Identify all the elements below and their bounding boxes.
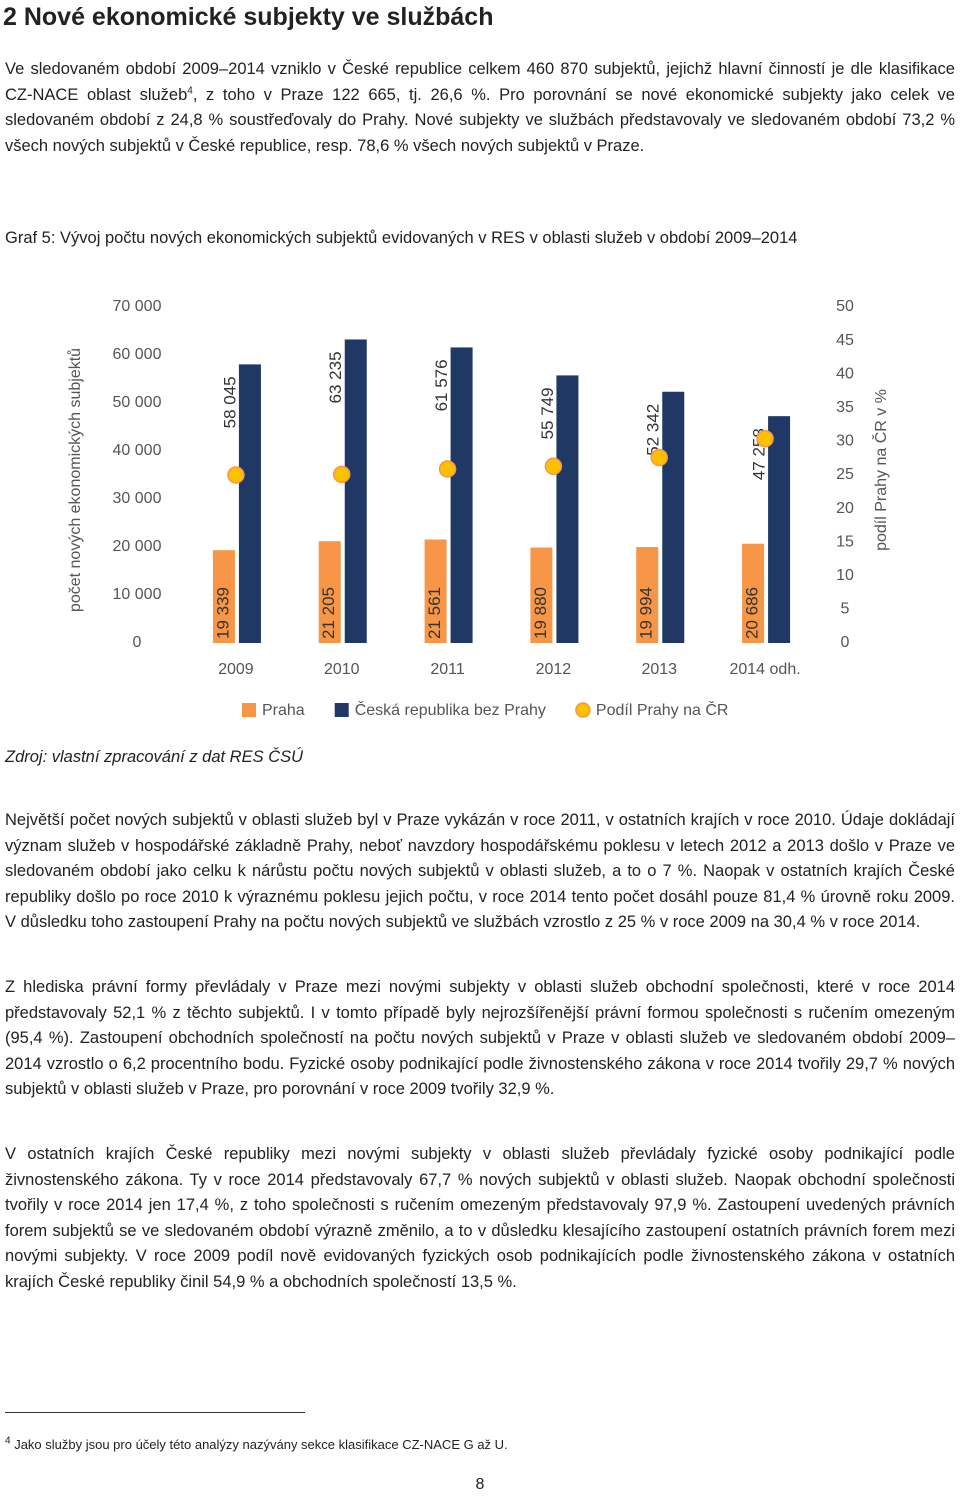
- value-label: 19 339: [213, 587, 232, 639]
- y2-tick-label: 45: [836, 332, 854, 349]
- paragraph: Ve sledovaném období 2009–2014 vzniklo v…: [5, 57, 955, 159]
- bar: [530, 547, 553, 643]
- footnote-ref: 4: [187, 85, 193, 96]
- y2-tick-label: 15: [836, 533, 854, 550]
- y-tick-label: 0: [133, 634, 142, 651]
- y2-tick-label: 30: [836, 433, 854, 450]
- legend-marker: [334, 703, 349, 717]
- paragraph: V ostatních krajích České republiky mezi…: [5, 1145, 955, 1291]
- x-tick-label: 2014 odh.: [729, 661, 800, 678]
- footnote-number: 4: [5, 1435, 11, 1447]
- heading: 2 Nové ekonomické subjekty ve službách: [3, 3, 494, 31]
- bar: [768, 416, 791, 643]
- legend-marker: [575, 702, 591, 718]
- x-tick-label: 2013: [641, 661, 677, 678]
- bar: [318, 541, 341, 643]
- page-number: 8: [475, 1476, 485, 1493]
- x-tick-label: 2011: [430, 661, 465, 678]
- value-label: 58 045: [220, 376, 239, 428]
- footnote-text: Jako služby jsou pro účely této analýzy …: [14, 1437, 508, 1452]
- x-tick-label: 2012: [536, 661, 572, 678]
- share-dot: [650, 448, 668, 467]
- bar: [742, 543, 765, 643]
- y2-tick-label: 35: [836, 399, 854, 416]
- legend-label: Česká republika bez Prahy: [355, 700, 546, 719]
- bar: [238, 364, 261, 643]
- paragraph: Největší počet nových subjektů v oblasti…: [5, 811, 955, 931]
- y-tick-label: 40 000: [113, 442, 162, 459]
- value-label: 21 205: [319, 587, 338, 639]
- source: Zdroj: vlastní zpracování z dat RES ČSÚ: [5, 748, 304, 766]
- y2-tick-label: 10: [836, 567, 854, 584]
- bar: [212, 550, 235, 643]
- share-dot: [333, 465, 351, 484]
- share-dot: [756, 429, 774, 448]
- y2-tick-label: 0: [841, 634, 850, 651]
- value-label: 52 342: [644, 404, 663, 456]
- text: Ve sledovaném období 2009–2014 vzniklo v…: [5, 60, 955, 104]
- bar: [424, 539, 447, 643]
- bar: [344, 339, 367, 643]
- y-tick-label: 70 000: [113, 298, 162, 315]
- chart: 0 10 000 20 000 30 000 40 000 50 000 60 000 70 …: [66, 298, 890, 719]
- share-dot: [544, 457, 563, 476]
- y-axis-title: počet nových ekonomických subjektů: [66, 348, 84, 612]
- y-tick-label: 10 000: [113, 586, 162, 603]
- legend-label: Podíl Prahy na ČR: [596, 700, 729, 719]
- y2-tick-label: 50: [836, 298, 854, 315]
- value-label: 21 561: [425, 587, 444, 639]
- bar: [556, 375, 579, 643]
- y2-axis-title: podíl Prahy na ČR v %: [871, 389, 890, 551]
- bar: [450, 347, 473, 643]
- legend-label: Praha: [262, 702, 305, 719]
- paragraph: Z hlediska právní formy převládaly v Pra…: [5, 978, 955, 1098]
- footnote-rule: [5, 1412, 305, 1413]
- y2-tick-label: 5: [841, 601, 850, 618]
- value-label: 63 235: [326, 351, 345, 403]
- y2-tick-label: 20: [836, 500, 854, 517]
- x-tick-label: 2010: [324, 661, 360, 678]
- footnote: 4 Jako služby jsou pro účely této analýz…: [5, 1435, 508, 1452]
- bar: [636, 547, 659, 643]
- y-tick-label: 50 000: [113, 394, 162, 411]
- value-label: 19 880: [531, 587, 550, 639]
- value-label: 61 576: [432, 359, 451, 411]
- value-label: 19 994: [637, 587, 656, 639]
- share-dot: [227, 466, 245, 484]
- legend-marker: [242, 703, 256, 717]
- value-label: 55 749: [538, 387, 557, 439]
- share-dot: [438, 460, 457, 478]
- y2-tick-label: 25: [836, 466, 854, 483]
- bar: [662, 391, 685, 643]
- value-label: 20 686: [743, 587, 762, 639]
- text: , z toho v Praze 122 665, tj. 26,6 %. Pr…: [5, 85, 955, 155]
- y-tick-label: 20 000: [113, 538, 162, 555]
- y-tick-label: 60 000: [113, 346, 162, 363]
- chart-caption: Graf 5: Vývoj počtu nových ekonomických …: [5, 229, 798, 247]
- y-tick-label: 30 000: [113, 490, 162, 507]
- x-tick-label: 2009: [218, 661, 254, 678]
- y2-tick-label: 40: [836, 365, 854, 382]
